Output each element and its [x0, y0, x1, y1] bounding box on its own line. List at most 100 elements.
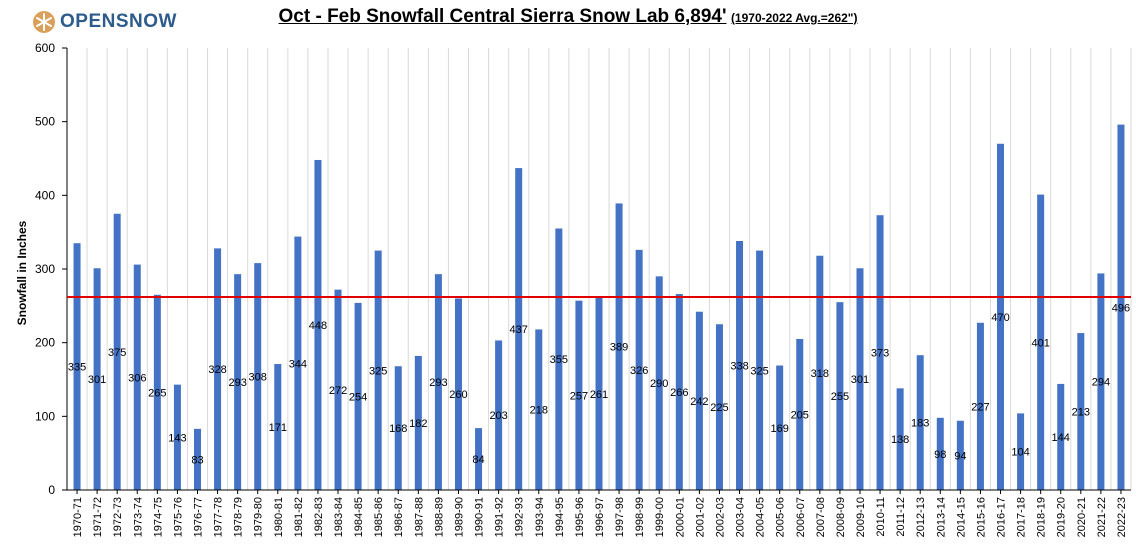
x-tick-label: 2010-11	[875, 497, 887, 537]
bar	[314, 159, 322, 490]
x-tick-label: 1970-71	[72, 497, 84, 537]
bar	[454, 298, 462, 490]
x-tick-label: 1987-88	[413, 497, 425, 537]
data-label: 293	[228, 377, 246, 389]
x-tick-label: 1984-85	[353, 497, 365, 537]
bars	[73, 124, 1125, 491]
x-tick-label: 1998-99	[634, 497, 646, 537]
bar	[475, 428, 483, 490]
x-tick-label: 2011-12	[895, 497, 907, 537]
bar	[434, 274, 442, 490]
data-label: 138	[891, 434, 909, 446]
bar	[354, 302, 362, 490]
bar	[876, 215, 884, 490]
x-tick-label: 2019-20	[1056, 497, 1068, 537]
data-label: 205	[791, 409, 809, 421]
x-tick-label: 2013-14	[935, 497, 947, 537]
bar	[635, 249, 643, 490]
x-tick-label: 1994-95	[554, 497, 566, 537]
bar	[997, 143, 1005, 490]
data-label: 308	[249, 372, 267, 384]
bar	[414, 355, 422, 490]
data-label: 448	[309, 320, 327, 332]
data-label: 98	[934, 449, 946, 461]
data-label: 183	[911, 418, 929, 430]
x-tick-label: 1983-84	[333, 497, 345, 537]
x-tick-label: 2015-16	[975, 497, 987, 537]
data-label: 389	[610, 342, 628, 354]
x-tick-label: 2020-21	[1076, 497, 1088, 537]
data-label: 143	[168, 432, 186, 444]
x-tick-label: 2009-10	[855, 497, 867, 537]
bar	[695, 311, 703, 490]
data-label: 328	[208, 364, 226, 376]
x-tick-label: 1980-81	[273, 497, 285, 537]
x-tick-label: 1973-74	[132, 497, 144, 537]
data-label: 257	[570, 390, 588, 402]
y-tick-label: 100	[35, 409, 55, 423]
x-tick-labels: 1970-71 1971-72 1972-73 1973-74 1974-75 1975-…	[72, 497, 1128, 537]
data-label: 218	[530, 405, 548, 417]
data-label: 301	[851, 374, 869, 386]
x-tick-label: 1976-77	[192, 497, 204, 537]
data-label: 168	[389, 423, 407, 435]
data-label: 144	[1052, 432, 1070, 444]
bar	[254, 263, 262, 490]
x-tick-label: 1988-89	[433, 497, 445, 537]
data-label: 203	[489, 410, 507, 422]
data-label: 496	[1112, 302, 1130, 314]
bar	[214, 248, 222, 490]
data-label: 255	[831, 391, 849, 403]
data-label: 338	[730, 361, 748, 373]
data-label: 104	[1011, 447, 1029, 459]
bar	[535, 329, 543, 490]
data-label: 470	[991, 312, 1009, 324]
data-label: 227	[971, 401, 989, 413]
bar	[495, 340, 503, 490]
x-tick-label: 2022-23	[1116, 497, 1128, 537]
bar	[73, 243, 81, 490]
bar	[274, 364, 282, 490]
bar	[1077, 333, 1085, 490]
bar	[715, 324, 723, 490]
data-label: 335	[68, 362, 86, 374]
axes	[62, 47, 1131, 494]
snowflake-icon	[33, 11, 55, 33]
data-label: 437	[510, 324, 528, 336]
x-tick-label: 1995-96	[574, 497, 586, 537]
bar	[836, 302, 844, 490]
data-label: 325	[369, 365, 387, 377]
bar	[736, 241, 744, 490]
data-label: 318	[811, 368, 829, 380]
data-label: 401	[1031, 337, 1049, 349]
chart-subtitle: (1970-2022 Avg.=262")	[730, 11, 858, 25]
x-tick-label: 2007-08	[815, 497, 827, 537]
x-tick-label: 1981-82	[293, 497, 305, 537]
y-tick-label: 500	[35, 115, 55, 129]
opensnow-logo: OPENSNOW	[32, 10, 177, 34]
bar	[896, 388, 904, 490]
data-label: 84	[472, 454, 484, 466]
data-label: 301	[88, 374, 106, 386]
bar	[575, 300, 583, 490]
x-tick-label: 1992-93	[514, 497, 526, 537]
x-tick-label: 1991-92	[494, 497, 506, 537]
y-axis-label: Snowfall in Inches	[15, 220, 29, 326]
x-tick-label: 2005-06	[775, 497, 787, 537]
data-label: 242	[690, 396, 708, 408]
y-tick-label: 300	[35, 262, 55, 276]
data-label: 272	[329, 385, 347, 397]
x-tick-label: 1996-97	[594, 497, 606, 537]
data-label: 169	[770, 423, 788, 435]
x-tick-label: 1993-94	[534, 497, 546, 537]
data-label: 94	[954, 450, 966, 462]
y-tick-label: 0	[48, 483, 55, 497]
bar	[173, 384, 181, 490]
bar	[675, 294, 683, 490]
bar	[816, 255, 824, 490]
bar	[976, 322, 984, 490]
x-tick-label: 2000-01	[674, 497, 686, 537]
bar	[334, 289, 342, 490]
bar	[595, 297, 603, 490]
